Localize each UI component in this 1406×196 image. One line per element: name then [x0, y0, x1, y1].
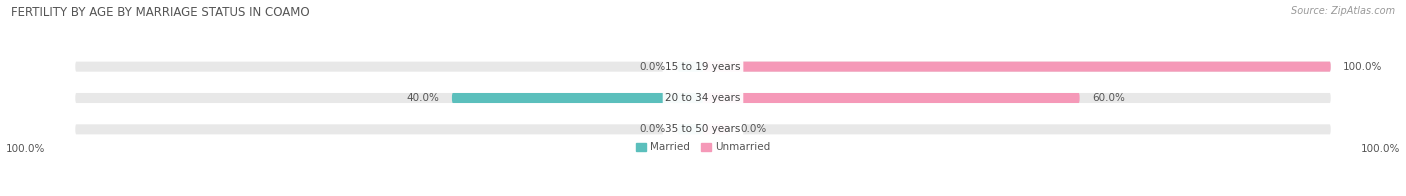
Text: 0.0%: 0.0% [741, 124, 766, 134]
Text: 60.0%: 60.0% [1092, 93, 1125, 103]
FancyBboxPatch shape [76, 93, 1330, 103]
Legend: Married, Unmarried: Married, Unmarried [631, 138, 775, 156]
FancyBboxPatch shape [703, 124, 728, 134]
FancyBboxPatch shape [678, 62, 703, 72]
Text: 0.0%: 0.0% [640, 124, 665, 134]
FancyBboxPatch shape [76, 62, 1330, 72]
FancyBboxPatch shape [678, 124, 703, 134]
Text: 20 to 34 years: 20 to 34 years [665, 93, 741, 103]
Text: 100.0%: 100.0% [6, 144, 45, 154]
Text: 15 to 19 years: 15 to 19 years [665, 62, 741, 72]
Text: 0.0%: 0.0% [640, 62, 665, 72]
Text: 100.0%: 100.0% [1343, 62, 1382, 72]
FancyBboxPatch shape [76, 124, 1330, 134]
Text: Source: ZipAtlas.com: Source: ZipAtlas.com [1291, 6, 1395, 16]
Text: 35 to 50 years: 35 to 50 years [665, 124, 741, 134]
Text: 40.0%: 40.0% [406, 93, 440, 103]
FancyBboxPatch shape [451, 93, 703, 103]
FancyBboxPatch shape [703, 62, 1330, 72]
Text: FERTILITY BY AGE BY MARRIAGE STATUS IN COAMO: FERTILITY BY AGE BY MARRIAGE STATUS IN C… [11, 6, 309, 19]
Text: 100.0%: 100.0% [1361, 144, 1400, 154]
FancyBboxPatch shape [703, 93, 1080, 103]
